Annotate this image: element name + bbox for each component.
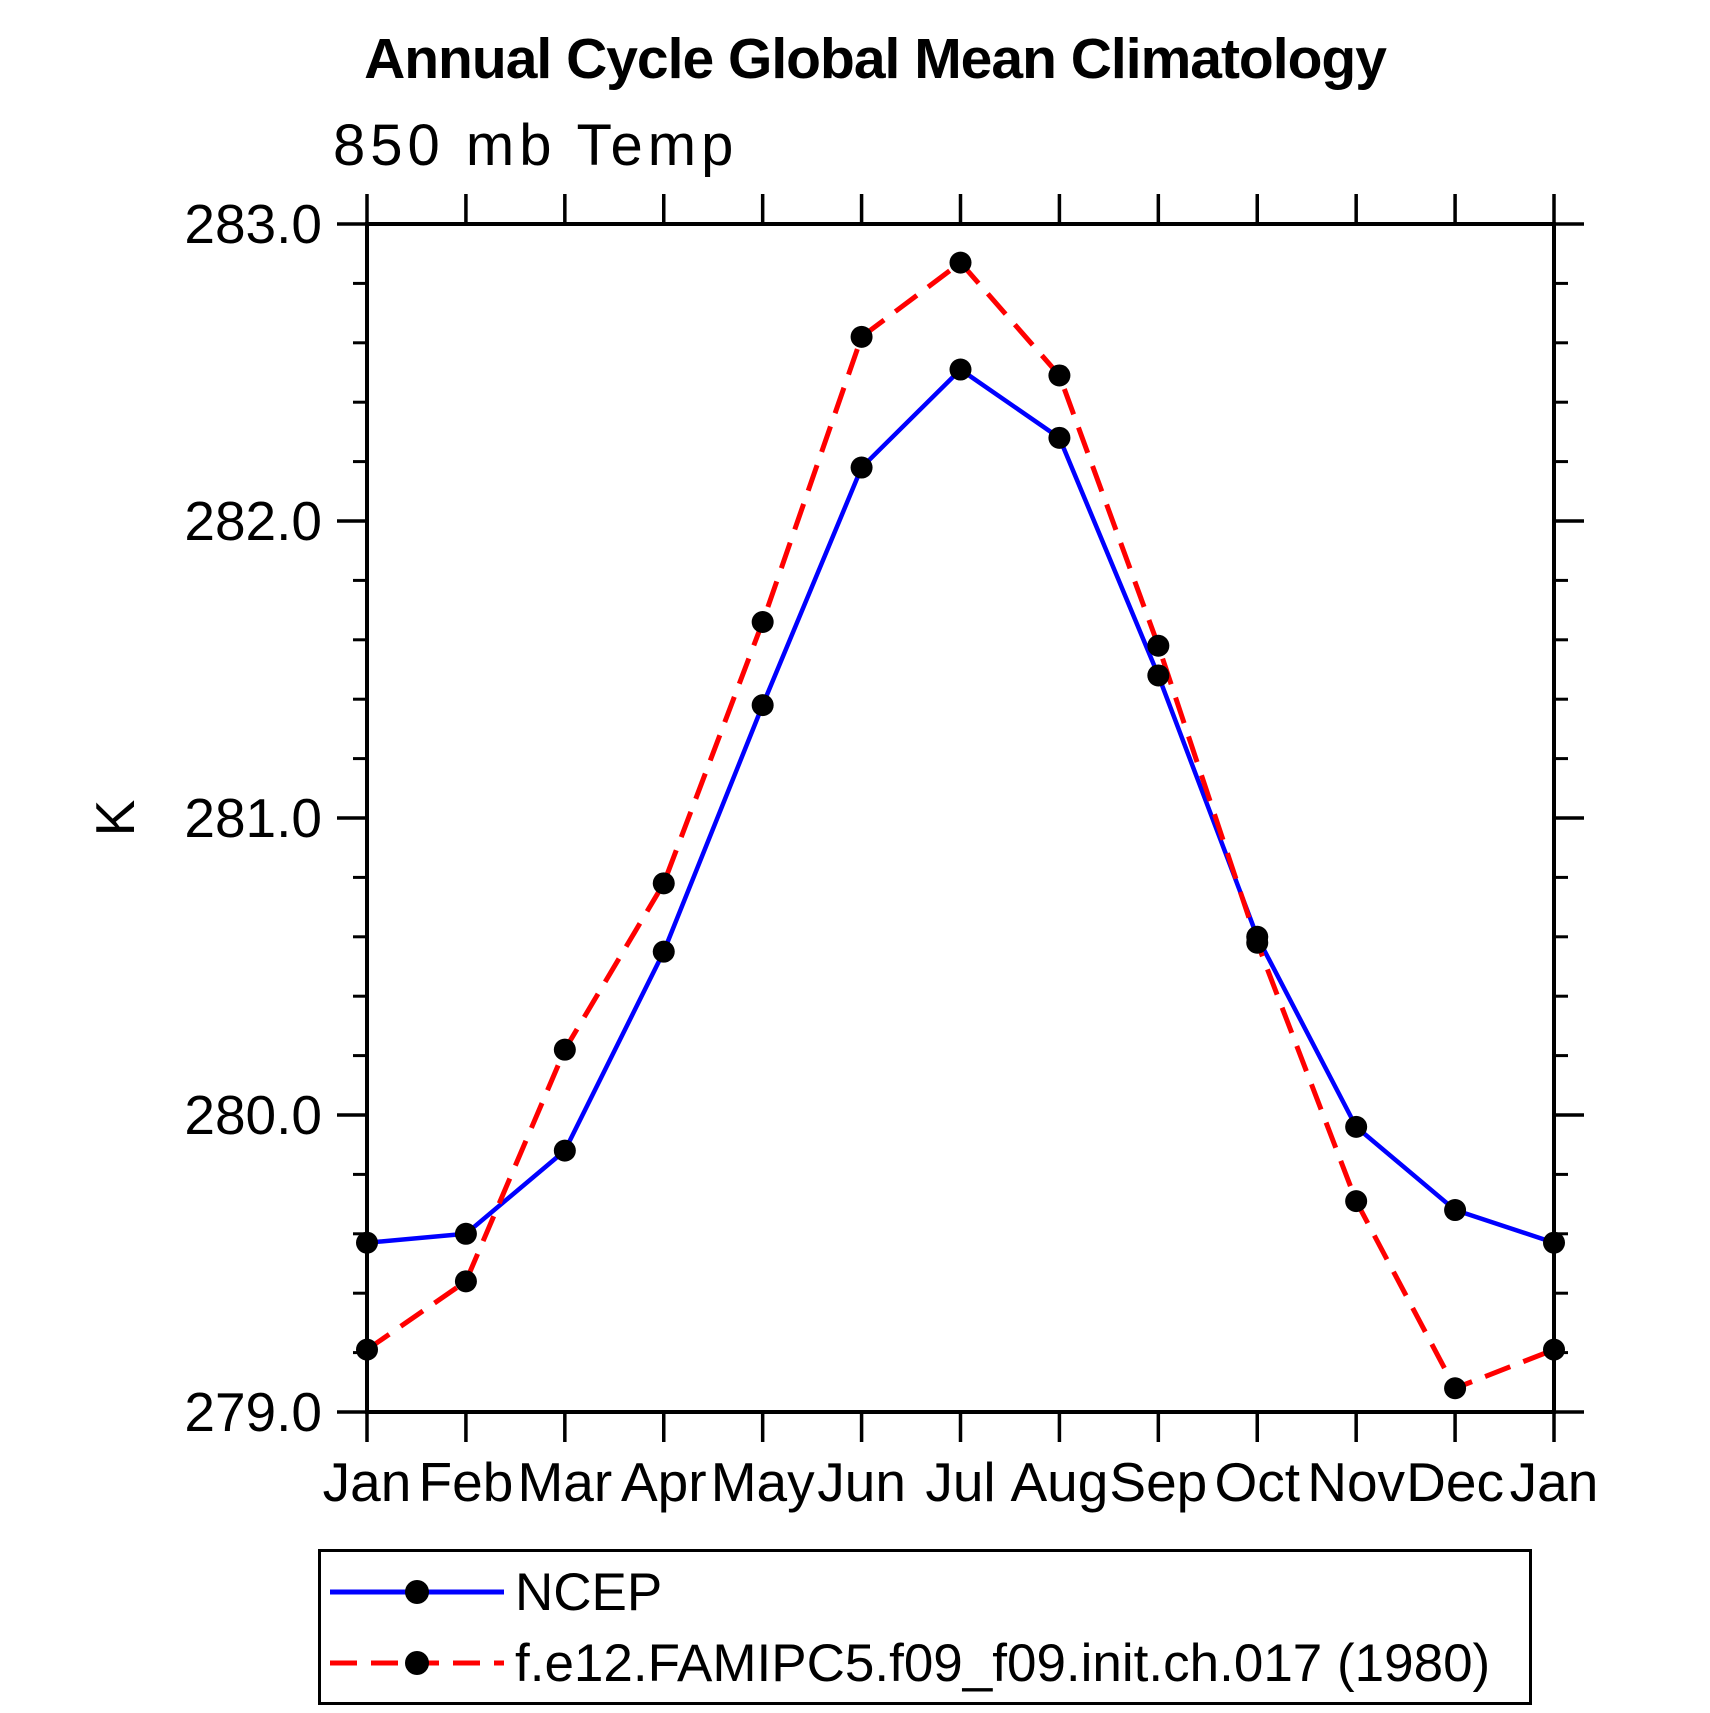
- legend-dashed-line-sample: [330, 1651, 504, 1675]
- svg-text:281.0: 281.0: [184, 787, 322, 849]
- svg-text:Feb: Feb: [419, 1451, 514, 1513]
- plot-frame: [365, 222, 1556, 1414]
- legend-label-ncep: NCEP: [515, 1562, 663, 1622]
- y-axis-labels: 279.0 280.0 281.0 282.0 283.0: [184, 193, 322, 1443]
- legend-item-ncep: NCEP: [327, 1564, 662, 1620]
- chart-subtitle: 850 mb Temp: [333, 113, 739, 178]
- svg-text:Mar: Mar: [517, 1451, 612, 1513]
- svg-text:Jul: Jul: [925, 1451, 995, 1513]
- svg-text:Nov: Nov: [1307, 1451, 1405, 1513]
- svg-text:Dec: Dec: [1406, 1451, 1504, 1513]
- series-line-ncep: [366, 367, 1555, 1245]
- svg-text:Aug: Aug: [1010, 1451, 1108, 1513]
- svg-text:Apr: Apr: [621, 1451, 707, 1513]
- legend-solid-line-sample: [330, 1580, 504, 1604]
- legend-marker-dot: [405, 1580, 429, 1604]
- svg-text:282.0: 282.0: [184, 490, 322, 552]
- svg-text:Sep: Sep: [1109, 1451, 1207, 1513]
- plot-area: Jan Feb Mar Apr May Jun Jul Aug Sep Oct Nov Dec Jan2…: [184, 193, 1599, 1513]
- y-axis-minor-ticks: [353, 281, 1568, 1355]
- svg-text:Oct: Oct: [1214, 1451, 1300, 1513]
- series-markers-ncep: [356, 358, 1565, 1254]
- x-axis-ticks: [365, 194, 1556, 1442]
- x-axis-labels: Jan Feb Mar Apr May Jun Jul Aug Sep Oct Nov Dec Jan: [323, 1451, 1599, 1513]
- svg-text:Jun: Jun: [817, 1451, 906, 1513]
- svg-text:280.0: 280.0: [184, 1084, 322, 1146]
- legend-box: NCEP f.e12.FAMIPC5.f09_f09.init.ch.017 (…: [318, 1549, 1532, 1705]
- chart-title: Annual Cycle Global Mean Climatology: [364, 27, 1387, 91]
- legend-label-model: f.e12.FAMIPC5.f09_f09.init.ch.017 (1980): [515, 1633, 1491, 1693]
- legend-marker-dot: [405, 1651, 429, 1675]
- svg-text:Jan: Jan: [1510, 1451, 1599, 1513]
- legend-item-model: f.e12.FAMIPC5.f09_f09.init.ch.017 (1980): [327, 1635, 1490, 1691]
- svg-text:Jan: Jan: [323, 1451, 412, 1513]
- series-markers-model: [356, 251, 1565, 1400]
- svg-text:283.0: 283.0: [184, 193, 322, 255]
- svg-text:279.0: 279.0: [184, 1381, 322, 1443]
- series-line-model: [365, 260, 1555, 1391]
- svg-text:May: May: [711, 1451, 815, 1513]
- y-axis-ticks: [337, 222, 1584, 1414]
